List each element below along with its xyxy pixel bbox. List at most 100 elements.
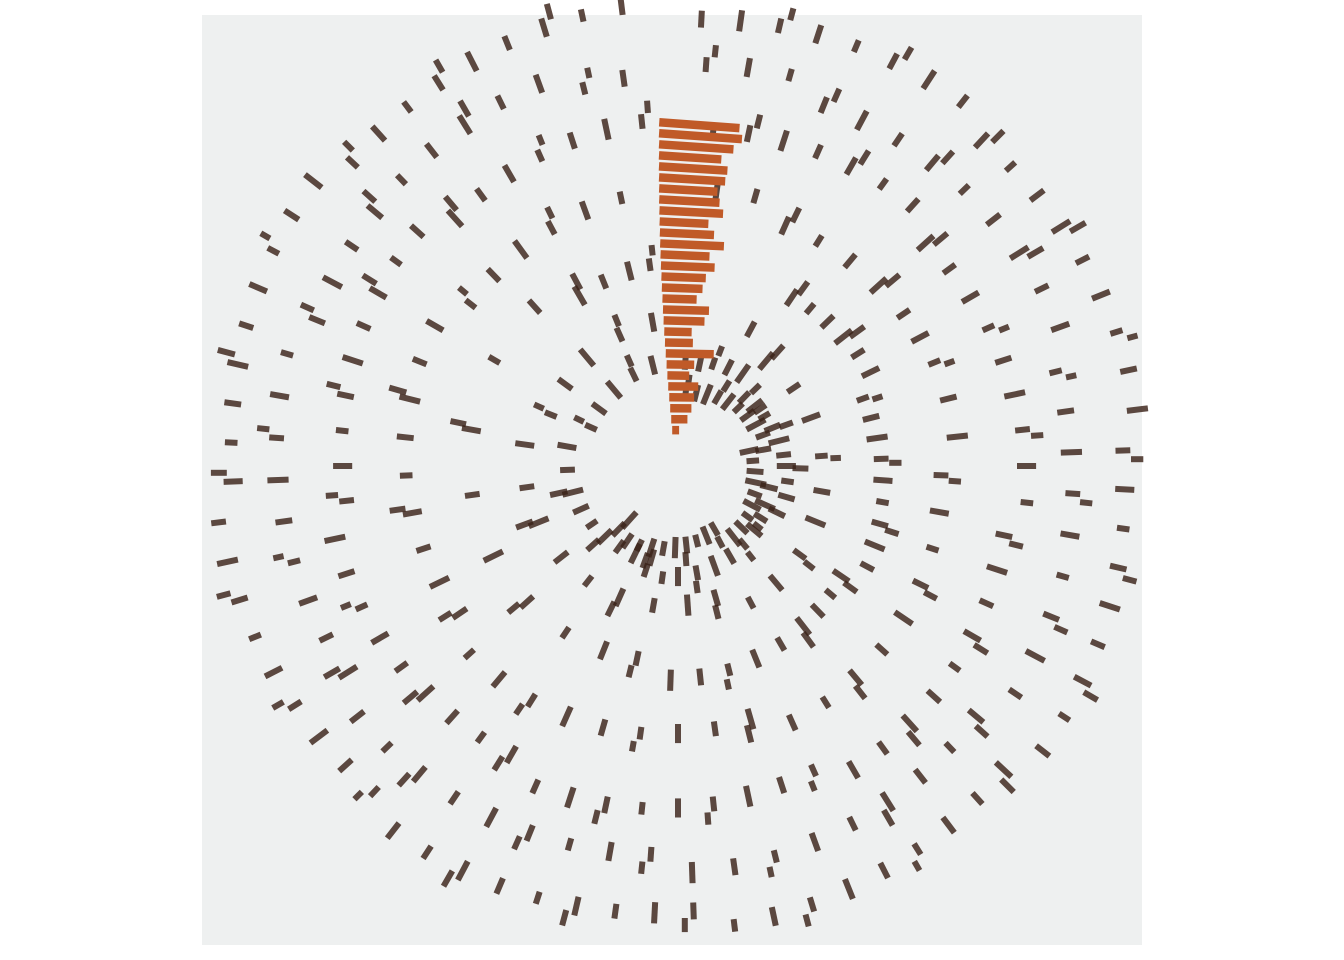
- highlight-bar: [658, 195, 720, 207]
- segment-mark: [1042, 610, 1061, 623]
- highlight-bar: [660, 250, 710, 261]
- highlight-bar: [658, 184, 718, 197]
- segment-mark: [1003, 389, 1026, 400]
- segment-mark: [572, 503, 590, 516]
- segment-mark: [714, 535, 726, 549]
- segment-mark: [308, 727, 330, 746]
- segment-mark: [601, 795, 611, 814]
- segment-mark: [591, 809, 601, 825]
- segment-mark: [874, 642, 890, 657]
- segment-mark: [352, 789, 364, 802]
- segment-mark: [501, 35, 513, 51]
- segment-mark: [692, 534, 702, 548]
- segment-mark: [259, 230, 272, 242]
- segment-mark: [341, 354, 364, 367]
- segment-mark: [1060, 530, 1080, 540]
- highlight-bar: [661, 272, 706, 283]
- segment-mark: [645, 258, 654, 272]
- segment-mark: [491, 754, 506, 772]
- segment-mark: [1053, 624, 1069, 636]
- segment-mark: [941, 262, 958, 276]
- segment-mark: [361, 188, 378, 204]
- segment-mark: [720, 379, 733, 393]
- segment-mark: [601, 118, 612, 141]
- segment-mark: [812, 233, 825, 248]
- segment-mark: [447, 789, 461, 806]
- segment-mark: [946, 432, 969, 441]
- segment-mark: [632, 650, 642, 667]
- segment-mark: [415, 543, 432, 554]
- segment-mark: [457, 285, 469, 297]
- segment-mark: [410, 765, 428, 784]
- segment-mark: [1024, 648, 1046, 664]
- segment-mark: [557, 441, 577, 452]
- segment-mark: [256, 425, 270, 433]
- segment-mark: [627, 366, 640, 383]
- segment-mark: [1030, 432, 1044, 439]
- segment-mark: [282, 207, 301, 223]
- segment-mark: [341, 139, 355, 153]
- highlight-bar: [659, 228, 715, 240]
- segment-mark: [803, 301, 817, 316]
- segment-mark: [287, 557, 301, 567]
- segment-mark: [344, 155, 360, 170]
- segment-mark: [216, 556, 239, 567]
- segment-mark: [348, 708, 366, 725]
- segment-mark: [683, 594, 692, 616]
- segment-mark: [444, 708, 460, 726]
- segment-mark: [731, 401, 745, 415]
- segment-mark: [939, 393, 958, 404]
- segment-mark: [801, 411, 822, 424]
- segment-mark: [335, 427, 349, 435]
- segment-mark: [777, 129, 790, 152]
- segment-mark: [424, 142, 440, 160]
- segment-mark: [707, 554, 721, 577]
- segment-mark: [337, 757, 354, 774]
- segment-mark: [248, 281, 269, 295]
- segment-mark: [1116, 524, 1130, 533]
- highlight-bar: [670, 404, 692, 413]
- segment-mark: [911, 842, 924, 857]
- segment-mark: [1068, 220, 1088, 235]
- segment-mark: [474, 730, 488, 745]
- segment-mark: [1026, 245, 1045, 260]
- segment-mark: [1057, 710, 1072, 723]
- segment-mark: [739, 445, 760, 456]
- segment-mark: [604, 379, 624, 400]
- segment-mark: [399, 472, 413, 479]
- segment-mark: [925, 688, 943, 705]
- segment-mark: [647, 312, 658, 333]
- segment-mark: [584, 67, 593, 79]
- segment-mark: [368, 285, 388, 301]
- segment-mark: [223, 478, 243, 485]
- segment-mark: [879, 791, 896, 813]
- segment-mark: [559, 909, 570, 927]
- segment-mark: [266, 245, 281, 257]
- segment-mark: [712, 604, 722, 620]
- segment-mark: [512, 239, 530, 260]
- segment-mark: [804, 514, 827, 529]
- segment-mark: [940, 815, 957, 835]
- segment-mark: [757, 410, 772, 422]
- segment-mark: [581, 574, 595, 588]
- segment-mark: [831, 568, 851, 584]
- segment-mark: [483, 806, 499, 829]
- segment-mark: [442, 194, 459, 213]
- segment-mark: [769, 343, 786, 361]
- segment-mark: [972, 642, 990, 656]
- segment-mark: [947, 660, 962, 674]
- segment-mark: [711, 389, 724, 406]
- segment-mark: [842, 252, 858, 270]
- segment-mark: [616, 191, 626, 205]
- segment-mark: [646, 548, 657, 567]
- segment-mark: [990, 128, 1006, 145]
- segment-mark: [852, 684, 868, 701]
- segment-mark: [511, 835, 523, 851]
- segment-mark: [1003, 160, 1018, 174]
- segment-mark: [1115, 447, 1131, 454]
- segment-mark: [462, 647, 476, 661]
- segment-mark: [955, 93, 970, 109]
- highlight-bar: [669, 393, 695, 402]
- segment-mark: [456, 114, 473, 136]
- segment-mark: [1028, 187, 1046, 203]
